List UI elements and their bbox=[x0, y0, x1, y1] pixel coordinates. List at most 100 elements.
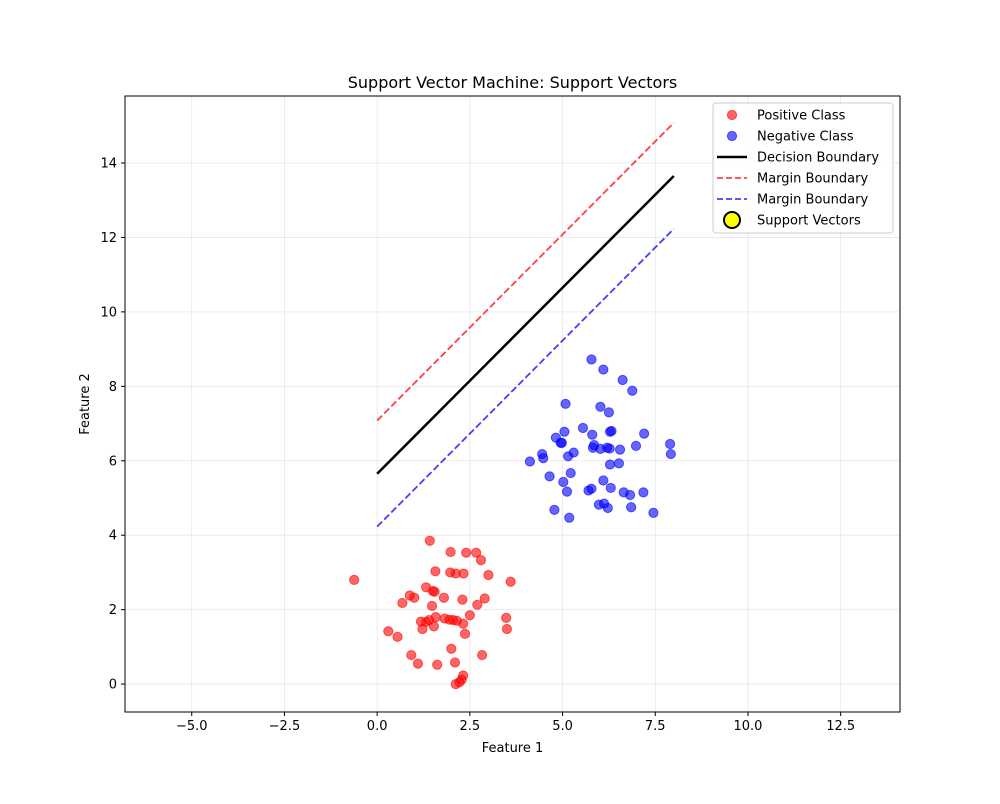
axis-ticks: −5.0 −2.5 0.0 2.5 5.0 7.5 10.0 12.5 0 2 4 6 8 10 12 14 bbox=[100, 156, 855, 734]
negative-class-point bbox=[617, 374, 628, 386]
negative-class-point bbox=[648, 507, 659, 518]
negative-class-point bbox=[639, 428, 650, 439]
legend-label: Margin Boundary bbox=[757, 193, 868, 208]
negative-class-point bbox=[586, 483, 597, 494]
positive-class-point bbox=[501, 623, 513, 635]
positive-class-point bbox=[501, 612, 512, 623]
legend-label: Decision Boundary bbox=[757, 151, 879, 166]
negative-class-point bbox=[598, 475, 609, 486]
positive-class-point bbox=[430, 611, 441, 623]
negative-class-point bbox=[604, 459, 616, 470]
chart-title: Support Vector Machine: Support Vectors bbox=[348, 73, 678, 92]
positive-class-point bbox=[383, 626, 394, 637]
negative-class-point bbox=[577, 422, 589, 434]
negative-class-point bbox=[561, 486, 573, 497]
negative-class-point bbox=[538, 453, 549, 464]
positive-class-point bbox=[471, 547, 482, 558]
negative-class-point bbox=[565, 467, 576, 479]
positive-class-point bbox=[432, 659, 443, 670]
negative-class-point bbox=[559, 426, 570, 437]
positive-class-point bbox=[429, 586, 440, 597]
positive-class-point bbox=[438, 592, 449, 603]
negative-class-point bbox=[614, 444, 626, 455]
negative-class-point bbox=[603, 407, 615, 418]
legend: Positive Class Negative Class Decision Bou… bbox=[712, 102, 894, 234]
x-tick-label: 10.0 bbox=[733, 719, 762, 734]
negative-class-point bbox=[605, 482, 616, 494]
positive-class-point bbox=[458, 670, 469, 681]
y-tick-label: 10 bbox=[100, 305, 117, 320]
y-tick-label: 2 bbox=[109, 603, 117, 618]
positive-class-point bbox=[424, 535, 435, 546]
y-axis-label: Feature 2 bbox=[78, 373, 93, 435]
negative-class-point bbox=[626, 502, 637, 513]
positive-class-point bbox=[472, 599, 483, 610]
negative-class-point bbox=[586, 354, 597, 365]
positive-class-point bbox=[449, 657, 461, 668]
positive-class-point bbox=[461, 547, 472, 558]
positive-class-point bbox=[409, 592, 420, 603]
negative-class-point bbox=[606, 425, 617, 437]
positive-class-point bbox=[397, 597, 408, 609]
negative-class-point bbox=[524, 456, 536, 467]
positive-class-point bbox=[505, 576, 516, 587]
negative-class-point bbox=[558, 476, 569, 488]
margin-boundary-line bbox=[376, 122, 675, 422]
decision-boundary-line bbox=[376, 175, 675, 475]
x-tick-label: −2.5 bbox=[269, 719, 301, 734]
negative-class-point bbox=[604, 443, 615, 454]
positive-class-point bbox=[446, 643, 457, 654]
boundary-lines bbox=[376, 122, 675, 528]
x-axis-label: Feature 1 bbox=[482, 741, 544, 756]
legend-label: Margin Boundary bbox=[757, 172, 868, 187]
y-tick-label: 4 bbox=[109, 529, 117, 544]
negative-class-point bbox=[627, 385, 638, 396]
positive-class-point bbox=[476, 649, 488, 661]
negative-class-point bbox=[638, 487, 649, 498]
negative-class-point bbox=[568, 447, 579, 458]
data-points bbox=[349, 354, 676, 690]
legend-box bbox=[712, 102, 894, 234]
margin-boundary-line bbox=[376, 228, 675, 528]
legend-label: Negative Class bbox=[757, 130, 854, 145]
legend-label: Support Vectors bbox=[757, 214, 861, 229]
positive-class-point bbox=[392, 631, 403, 642]
positive-class-point bbox=[483, 569, 494, 581]
positive-class-point bbox=[445, 546, 456, 558]
positive-class-point bbox=[406, 649, 417, 661]
negative-class-point bbox=[630, 440, 642, 451]
x-tick-label: 0.0 bbox=[367, 719, 388, 734]
plot-frame bbox=[124, 95, 901, 713]
legend-marker bbox=[726, 130, 738, 142]
negative-class-point bbox=[664, 438, 676, 450]
positive-class-point bbox=[412, 658, 424, 669]
positive-class-point bbox=[426, 600, 438, 612]
negative-class-point bbox=[560, 398, 571, 409]
legend-marker bbox=[726, 109, 738, 121]
y-tick-label: 14 bbox=[100, 156, 117, 171]
positive-class-point bbox=[458, 568, 469, 579]
positive-class-point bbox=[475, 555, 487, 566]
negative-class-point bbox=[624, 489, 636, 501]
positive-class-point bbox=[464, 610, 475, 621]
positive-class-point bbox=[458, 618, 469, 629]
negative-class-point bbox=[613, 458, 625, 469]
y-tick-label: 6 bbox=[109, 454, 117, 469]
positive-class-point bbox=[430, 566, 441, 577]
y-tick-label: 12 bbox=[100, 231, 117, 246]
negative-class-point bbox=[602, 502, 613, 514]
negative-class-point bbox=[544, 471, 555, 482]
x-tick-label: 7.5 bbox=[645, 719, 666, 734]
positive-class-point bbox=[459, 628, 471, 639]
positive-class-point bbox=[428, 621, 439, 632]
negative-class-point bbox=[665, 448, 676, 460]
y-tick-label: 8 bbox=[109, 380, 117, 395]
legend-label: Positive Class bbox=[757, 109, 846, 124]
negative-class-point bbox=[549, 504, 560, 515]
negative-class-point bbox=[595, 401, 606, 412]
negative-class-point bbox=[587, 429, 598, 440]
negative-class-point bbox=[598, 364, 609, 375]
x-tick-label: 5.0 bbox=[552, 719, 573, 734]
